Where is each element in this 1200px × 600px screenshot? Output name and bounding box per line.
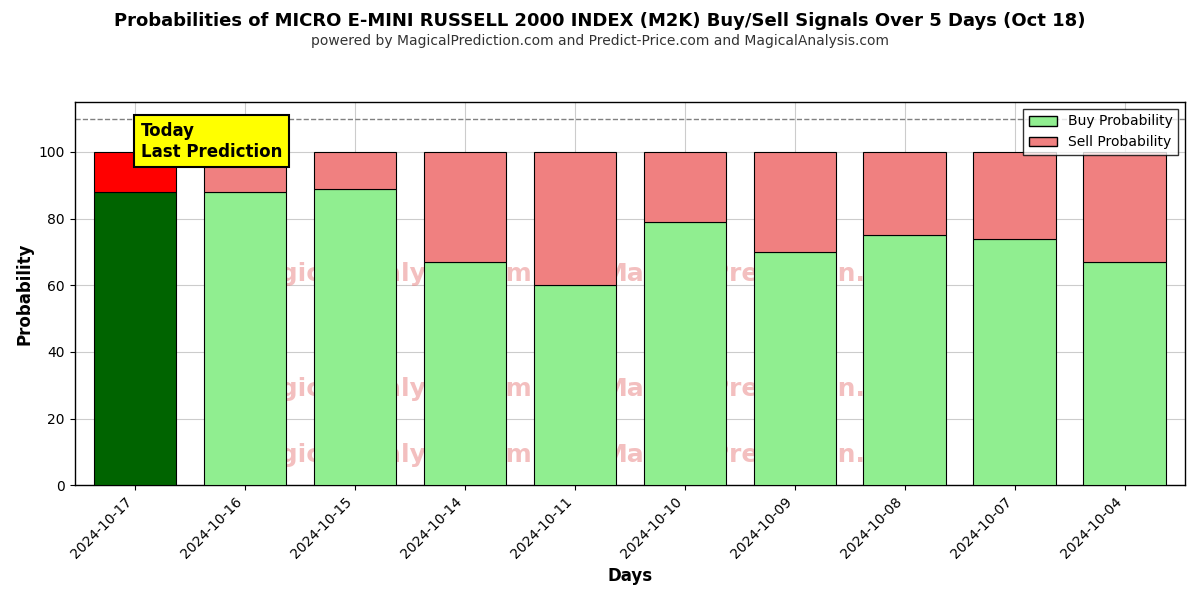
Text: MagicalPrediction.com: MagicalPrediction.com (602, 262, 924, 286)
Bar (643, 152, 726, 222)
Bar (424, 152, 506, 262)
Bar (204, 152, 287, 192)
Bar (864, 235, 946, 485)
Legend: Buy Probability, Sell Probability: Buy Probability, Sell Probability (1024, 109, 1178, 155)
Text: MagicalAnalysis.com: MagicalAnalysis.com (239, 262, 533, 286)
Bar (94, 192, 176, 485)
Text: MagicalAnalysis.com: MagicalAnalysis.com (239, 443, 533, 467)
Bar (313, 152, 396, 188)
Bar (973, 239, 1056, 485)
Bar (973, 152, 1056, 239)
Text: MagicalPrediction.com: MagicalPrediction.com (602, 377, 924, 401)
Bar (313, 188, 396, 485)
Bar (424, 262, 506, 485)
Bar (754, 252, 836, 485)
Bar (1084, 152, 1165, 262)
Bar (534, 152, 616, 285)
Text: Probabilities of MICRO E-MINI RUSSELL 2000 INDEX (M2K) Buy/Sell Signals Over 5 D: Probabilities of MICRO E-MINI RUSSELL 20… (114, 12, 1086, 30)
Text: MagicalPrediction.com: MagicalPrediction.com (602, 443, 924, 467)
Bar (94, 152, 176, 192)
Y-axis label: Probability: Probability (16, 242, 34, 345)
Text: Today
Last Prediction: Today Last Prediction (140, 122, 282, 161)
Text: MagicalAnalysis.com: MagicalAnalysis.com (239, 377, 533, 401)
Bar (864, 152, 946, 235)
Bar (754, 152, 836, 252)
Bar (534, 285, 616, 485)
Bar (204, 192, 287, 485)
Bar (643, 222, 726, 485)
Bar (1084, 262, 1165, 485)
Text: powered by MagicalPrediction.com and Predict-Price.com and MagicalAnalysis.com: powered by MagicalPrediction.com and Pre… (311, 34, 889, 48)
X-axis label: Days: Days (607, 567, 653, 585)
